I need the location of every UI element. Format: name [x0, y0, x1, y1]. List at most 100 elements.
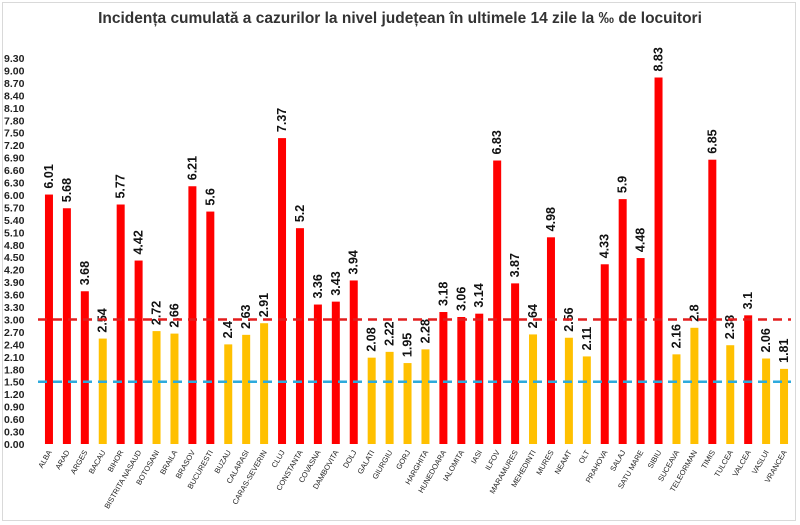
x-tick-label: BACAU	[87, 449, 108, 476]
y-tick-label: 0.60	[4, 414, 25, 426]
x-tick-label: ARAD	[53, 448, 72, 471]
x-tick-label: MURES	[534, 449, 555, 477]
bar	[564, 337, 573, 444]
y-tick-label: 4.50	[4, 252, 25, 264]
y-tick-label: 3.90	[4, 277, 25, 289]
y-tick-label: 3.30	[4, 302, 25, 314]
bar	[421, 349, 430, 444]
bar	[600, 264, 609, 444]
bar	[260, 323, 269, 444]
x-tick-label: GORJ	[394, 448, 412, 471]
bar	[654, 77, 663, 444]
bar	[367, 357, 376, 444]
data-label: 3.43	[329, 271, 343, 295]
x-tick-label: IASI	[469, 449, 484, 466]
y-tick-label: 7.50	[4, 128, 25, 140]
bar	[80, 291, 89, 444]
y-tick-label: 8.10	[4, 103, 25, 115]
data-label: 5.6	[203, 188, 217, 205]
data-label: 2.38	[723, 315, 737, 339]
bar	[475, 313, 484, 444]
bar	[385, 351, 394, 444]
bar	[98, 338, 107, 444]
y-tick-label: 1.80	[4, 364, 25, 376]
data-label: 1.95	[401, 333, 415, 357]
bar	[152, 331, 161, 444]
bar	[672, 354, 681, 444]
bar	[44, 194, 53, 444]
bar	[780, 368, 789, 444]
y-tick-label: 9.30	[4, 53, 25, 65]
x-tick-label: CLUJ	[270, 448, 287, 469]
bar	[188, 186, 197, 444]
bar	[242, 334, 251, 444]
y-tick-label: 2.10	[4, 352, 25, 364]
bar	[62, 208, 71, 444]
bar	[170, 333, 179, 444]
bar	[206, 211, 215, 444]
bar	[313, 304, 322, 444]
data-label: 6.85	[705, 129, 719, 153]
data-label: 4.98	[544, 207, 558, 231]
y-tick-label: 1.20	[4, 389, 25, 401]
data-label: 2.8	[687, 304, 701, 321]
bar	[582, 356, 591, 444]
y-tick-label: 0.90	[4, 402, 25, 414]
data-label: 4.42	[132, 230, 146, 254]
bar	[511, 283, 520, 444]
data-label: 2.63	[239, 304, 253, 328]
y-tick-label: 0.30	[4, 427, 25, 439]
data-label: 3.87	[508, 253, 522, 277]
bar	[349, 280, 358, 444]
bar	[744, 315, 753, 444]
y-tick-label: 6.30	[4, 178, 25, 190]
data-label: 6.21	[185, 156, 199, 180]
data-label: 2.16	[669, 324, 683, 348]
data-label: 2.28	[418, 319, 432, 343]
data-label: 3.14	[472, 283, 486, 307]
bar	[295, 228, 304, 444]
x-tick-label: OLT	[577, 448, 592, 465]
data-label: 3.18	[436, 282, 450, 306]
data-label: 3.1	[741, 292, 755, 309]
x-tick-label: SIBIU	[646, 449, 664, 470]
y-tick-label: 7.20	[4, 140, 25, 152]
y-tick-label: 8.40	[4, 90, 25, 102]
y-tick-label: 9.00	[4, 65, 25, 77]
x-tick-label: ILFOV	[483, 449, 502, 472]
bar	[618, 199, 627, 444]
y-tick-label: 5.40	[4, 215, 25, 227]
y-tick-label: 6.90	[4, 153, 25, 165]
bar	[708, 159, 717, 444]
y-tick-label: 3.00	[4, 314, 25, 326]
bar	[636, 258, 645, 444]
y-tick-label: 6.60	[4, 165, 25, 177]
data-label: 4.33	[598, 234, 612, 258]
data-label: 5.2	[293, 205, 307, 222]
y-tick-label: 5.10	[4, 227, 25, 239]
data-label: 7.37	[275, 108, 289, 132]
bar	[439, 312, 448, 444]
bar	[278, 138, 287, 444]
bar	[493, 160, 502, 444]
data-label: 2.08	[365, 327, 379, 351]
data-label: 2.72	[150, 301, 164, 325]
y-tick-label: 7.80	[4, 115, 25, 127]
data-label: 5.68	[60, 178, 74, 202]
data-label: 8.83	[652, 47, 666, 71]
data-label: 5.9	[616, 176, 630, 193]
data-label: 2.66	[167, 303, 181, 327]
data-label: 2.4	[221, 321, 235, 338]
y-tick-label: 1.50	[4, 377, 25, 389]
y-tick-label: 4.80	[4, 240, 25, 252]
data-label: 2.11	[580, 327, 594, 351]
data-label: 2.06	[759, 328, 773, 352]
data-label: 3.94	[347, 250, 361, 274]
x-tick-label: DOLJ	[341, 448, 359, 469]
bar	[726, 345, 735, 444]
data-label: 2.22	[383, 321, 397, 345]
y-tick-label: 8.70	[4, 78, 25, 90]
bar	[546, 237, 555, 444]
